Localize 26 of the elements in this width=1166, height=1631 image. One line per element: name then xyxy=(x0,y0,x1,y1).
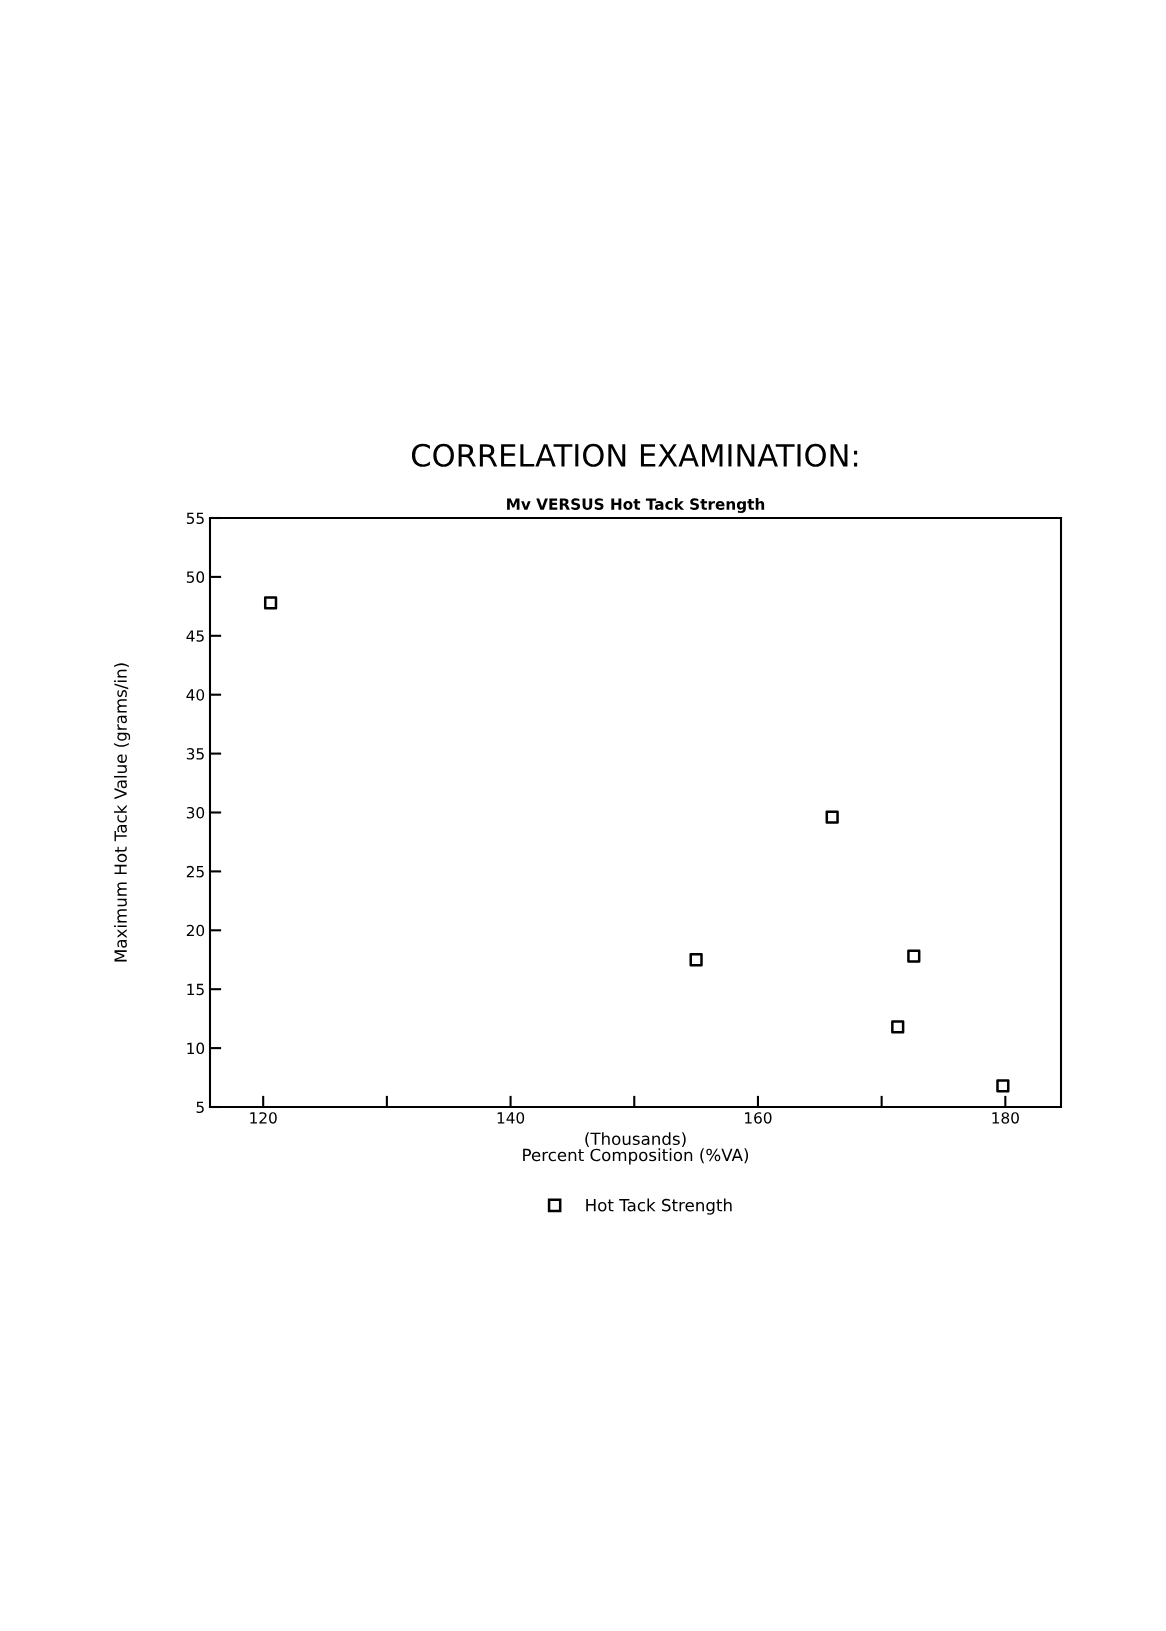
x-tick-label: 140 xyxy=(497,1112,525,1124)
y-tick-label: 35 xyxy=(186,748,204,760)
point xyxy=(689,953,703,967)
y-tick-label: 50 xyxy=(186,571,205,583)
x-tick-label: 160 xyxy=(745,1112,772,1124)
y-tick-label: 25 xyxy=(186,865,204,878)
point xyxy=(907,949,921,963)
point xyxy=(263,596,278,610)
point xyxy=(825,810,839,824)
x-axis-title: (Thousands) Percent Composition (%VA) xyxy=(523,1132,749,1165)
x-tick-label: 180 xyxy=(992,1112,1019,1124)
y-tick-label: 5 xyxy=(196,1101,204,1114)
legend-label: Hot Tack Strength xyxy=(586,1198,732,1215)
y-axis-title: Maximum Hot Tack Value (grams/in) xyxy=(114,663,131,962)
y-tick-label: 40 xyxy=(186,689,205,701)
y-tick-label: 20 xyxy=(186,924,205,937)
y-tick-label: 45 xyxy=(186,630,204,642)
y-tick-label: 55 xyxy=(186,512,204,525)
y-tick-label: 15 xyxy=(187,983,204,996)
x-tick-label: 120 xyxy=(250,1112,277,1124)
point xyxy=(996,1079,1010,1093)
chart-subtitle: Mv VERSUS Hot Tack Strength xyxy=(507,498,765,513)
chart-title: CORRELATION EXAMINATION: xyxy=(411,443,858,467)
point xyxy=(891,1020,905,1034)
y-tick-label: 10 xyxy=(187,1042,205,1055)
y-tick-label: 30 xyxy=(186,806,205,819)
